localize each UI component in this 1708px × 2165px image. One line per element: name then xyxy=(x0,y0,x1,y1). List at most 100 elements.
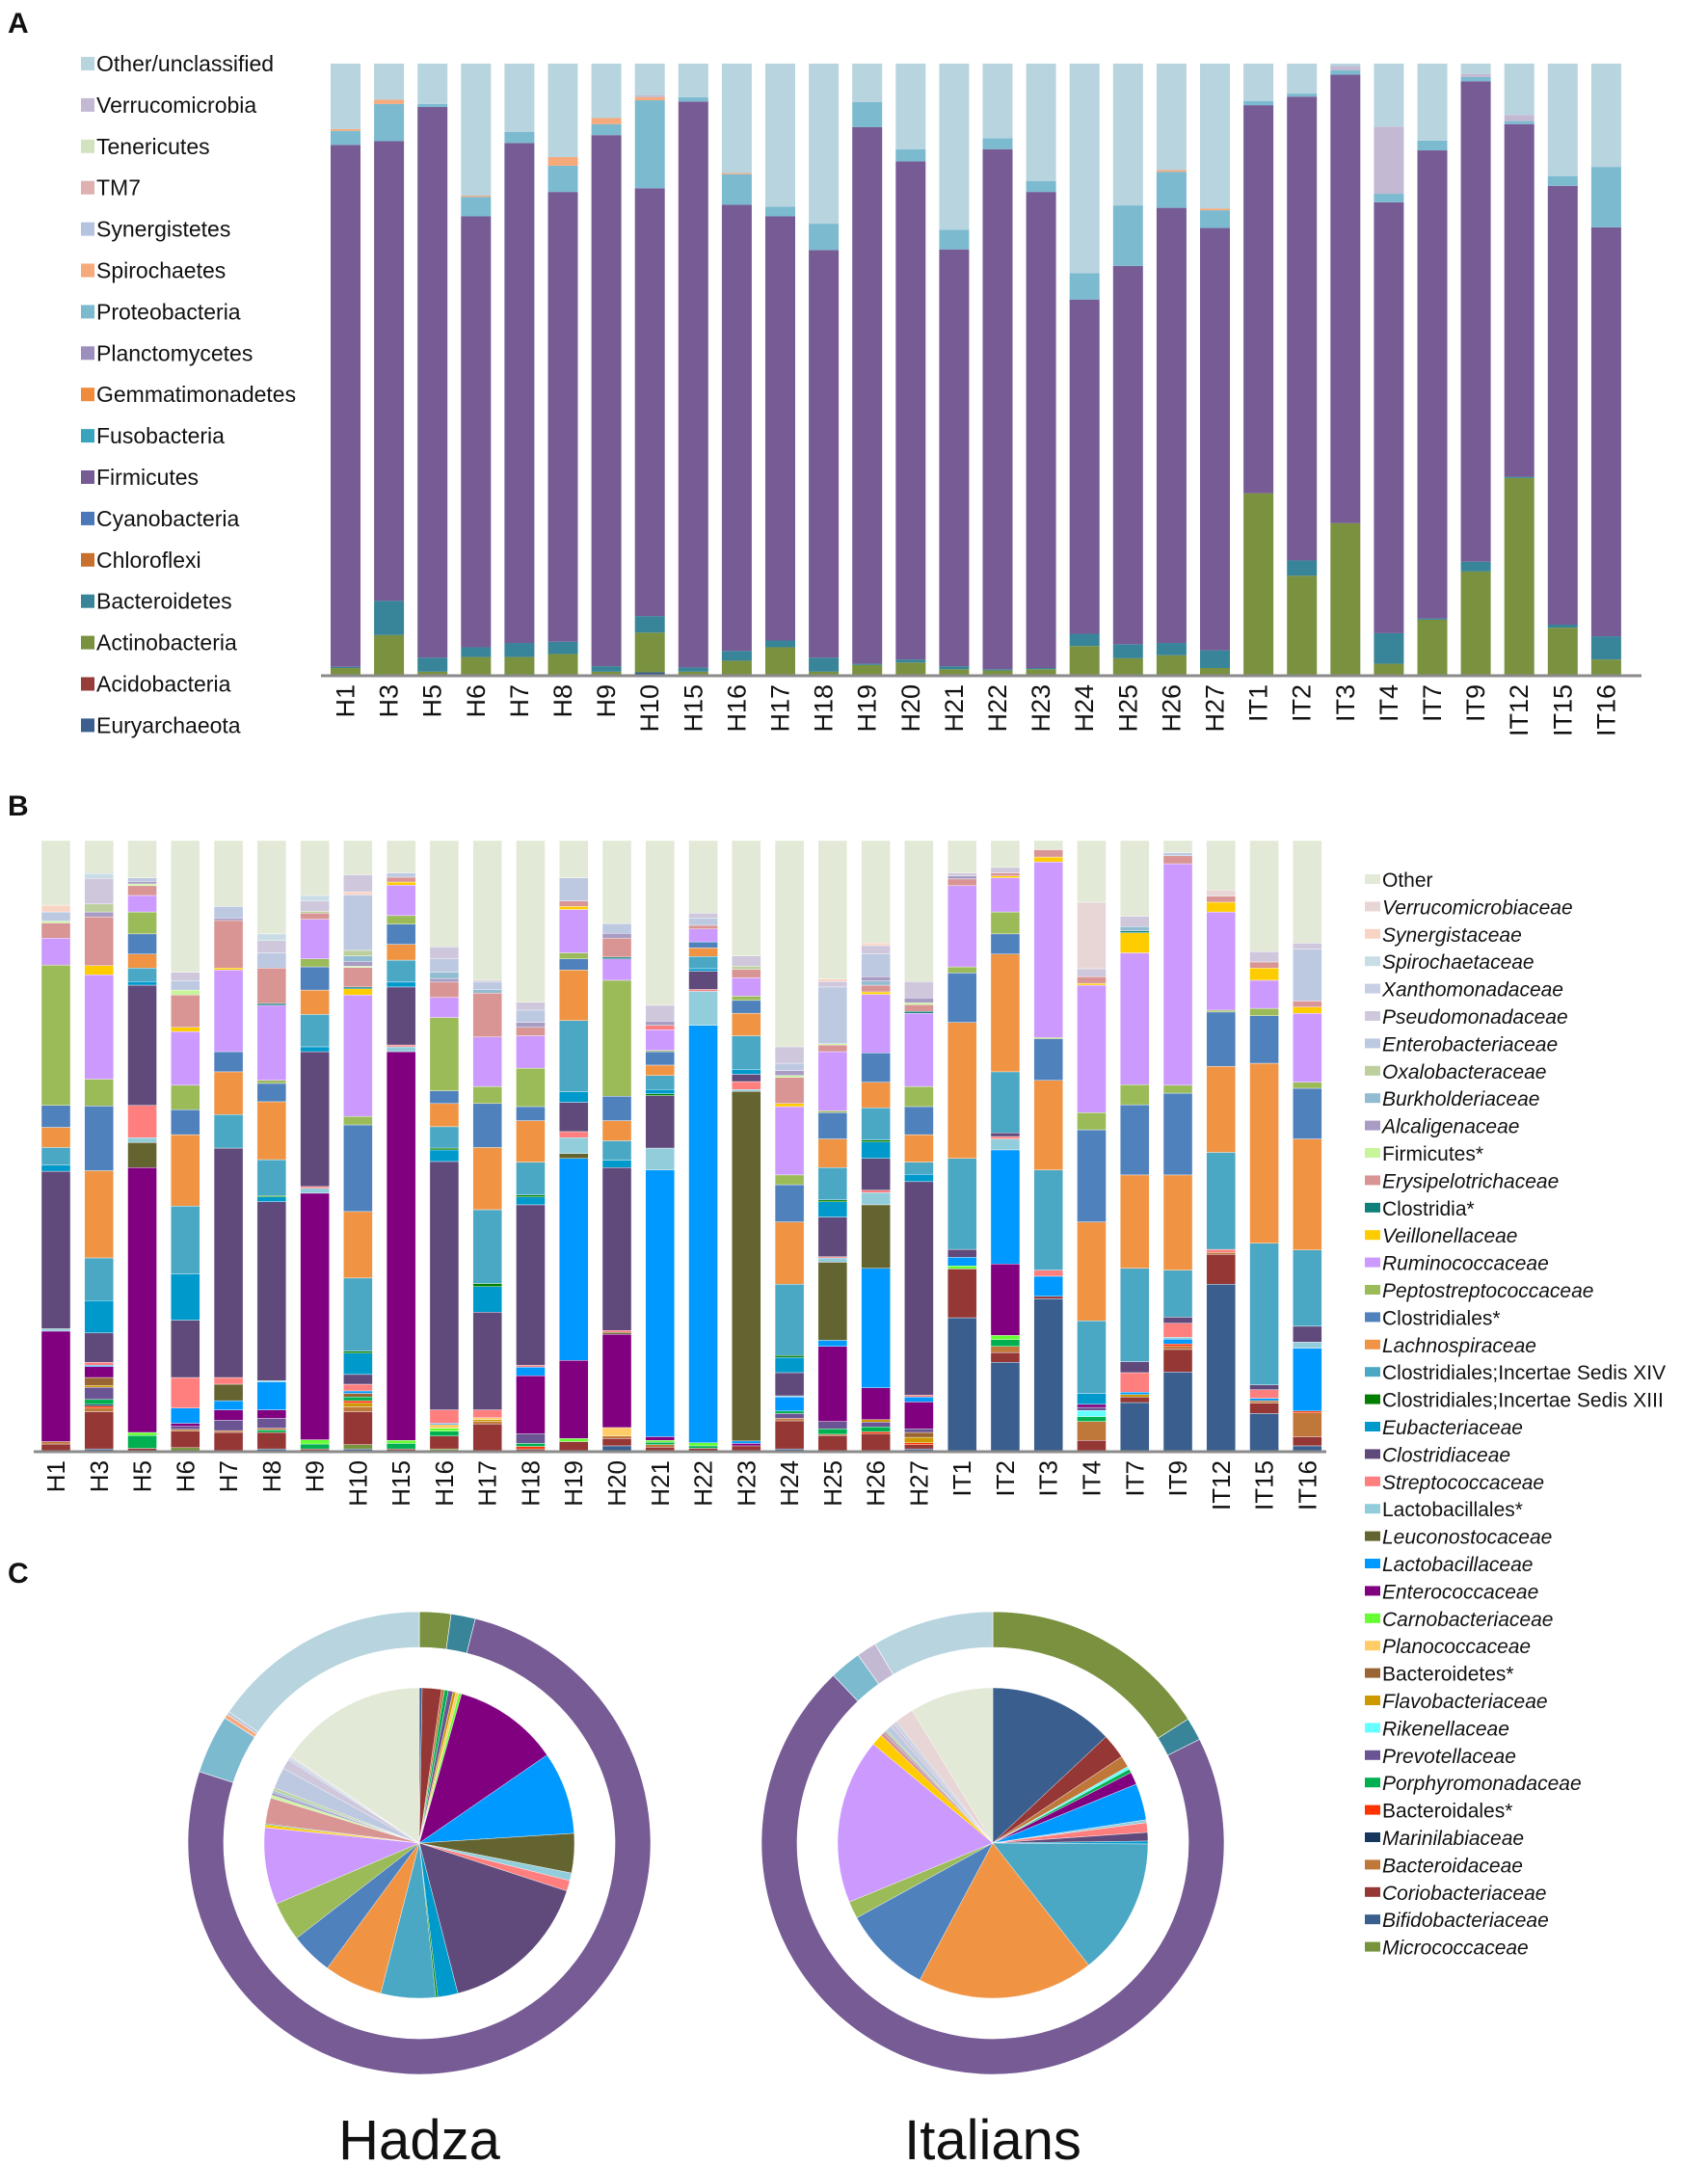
segment-lactobacillaceae xyxy=(1249,1398,1279,1402)
segment-firmicutes xyxy=(1200,227,1230,651)
segment-lachnospiraceae xyxy=(817,1138,848,1168)
segment-bacteroidetes xyxy=(1026,668,1056,670)
segment-erysipelotrichaceae xyxy=(1249,961,1279,969)
segment-proteobacteria xyxy=(1243,100,1274,106)
segment-burkholderiaceae xyxy=(1120,926,1150,931)
segment-enterococcaceae xyxy=(300,1192,330,1440)
segment-lachnospiraceae xyxy=(1077,1221,1107,1322)
legend-label: Marinilabiaceae xyxy=(1382,1828,1524,1850)
segment-enterobacteriaceae xyxy=(343,895,373,951)
segment-proteobacteria xyxy=(1374,194,1404,202)
segment-bacteroidales xyxy=(1293,1410,1322,1413)
segment-bacteroidaceae xyxy=(1077,1421,1107,1441)
segment-bacteroidetes xyxy=(634,616,665,633)
segment-lachnospiraceae xyxy=(688,948,718,957)
segment-proteobacteria xyxy=(1287,94,1318,97)
legend-swatch xyxy=(81,594,94,608)
segment-enterococcaceae xyxy=(516,1375,546,1434)
legend-swatch xyxy=(1365,1476,1380,1486)
legend-label: Lactobacillales* xyxy=(1382,1499,1523,1521)
segment-bacteroidetes xyxy=(721,651,752,661)
segment-enterobacteriaceae xyxy=(171,980,200,991)
legend-item-rikenellaceae: Rikenellaceae xyxy=(1365,1718,1509,1740)
segment-streptococcaceae xyxy=(645,1025,675,1030)
legend-item-actinobacteria: Actinobacteria xyxy=(81,630,237,655)
segment-proteobacteria xyxy=(634,100,665,189)
legend-item-fusobacteria: Fusobacteria xyxy=(81,423,225,448)
segment-clostridiales-incertae-sedis-xiv xyxy=(1033,1169,1063,1270)
segment-other-unclassified xyxy=(1374,64,1404,127)
segment-clostridiales-incertae-sedis-xiv xyxy=(386,959,416,983)
legend-swatch xyxy=(1365,1641,1380,1651)
segment-clostridiaceae xyxy=(861,1158,891,1190)
segment-streptococcaceae xyxy=(429,1409,460,1424)
segment-verrucomicrobia xyxy=(634,94,665,97)
segment-streptococcaceae xyxy=(213,1377,244,1385)
segment-veillonellaceae xyxy=(990,875,1021,878)
segment-clostridiales xyxy=(601,1096,632,1121)
bar-h1 xyxy=(40,840,71,1452)
segment-erysipelotrichaceae xyxy=(472,993,502,1038)
legend-item-lachnospiraceae: Lachnospiraceae xyxy=(1365,1335,1536,1357)
segment-other-unclassified xyxy=(1069,64,1100,274)
segment-carnobacteriaceae xyxy=(645,1440,675,1443)
segment-proteobacteria xyxy=(1460,76,1491,82)
segment-alcaligenaceae xyxy=(645,1021,675,1026)
pie-slice-other xyxy=(912,1687,994,1844)
legend-label: Bacteroidales* xyxy=(1382,1801,1512,1823)
legend-swatch xyxy=(81,263,94,278)
segment-clostridiales-incertae-sedis-xiv xyxy=(732,1035,761,1070)
legend-swatch xyxy=(1365,1531,1380,1541)
segment-alcaligenaceae xyxy=(127,881,157,885)
segment-other xyxy=(817,840,848,979)
segment-veillonellaceae xyxy=(559,906,589,910)
segment-lachnospiraceae xyxy=(1206,1066,1236,1153)
legend-item-ruminococcaceae: Ruminococcaceae xyxy=(1365,1253,1549,1275)
segment-burkholderiaceae xyxy=(472,989,502,994)
segment-firmicutes xyxy=(939,249,970,667)
segment-synergistaceae xyxy=(343,891,373,895)
x-tick-label: IT15 xyxy=(1250,1460,1279,1510)
x-tick-label: H1 xyxy=(41,1460,70,1492)
x-tick-label: H25 xyxy=(1113,684,1142,733)
segment-enterobacteriaceae xyxy=(213,906,244,919)
bar-h18 xyxy=(809,64,840,675)
segment-firmicutes xyxy=(461,216,492,648)
x-tick-label: H5 xyxy=(418,684,447,718)
legend-item-synergistaceae: Synergistaceae xyxy=(1365,924,1522,947)
legend-item-veillonellaceae: Veillonellaceae xyxy=(1365,1225,1518,1247)
segment-other xyxy=(947,840,977,873)
segment-bacteroidaceae xyxy=(84,1407,114,1412)
segment-porphyromonadaceae xyxy=(256,1430,287,1433)
segment-streptococcaceae xyxy=(990,1136,1021,1139)
segment-clostridiales xyxy=(300,966,330,991)
bar-h16 xyxy=(721,64,752,675)
segment-lachnospiraceae xyxy=(645,1064,675,1076)
legend-label: Eubacteriaceae xyxy=(1382,1417,1523,1439)
segment-flavobacteriaceae xyxy=(343,1403,373,1407)
bar-h25 xyxy=(817,840,848,1452)
legend-label: Clostridia* xyxy=(1382,1198,1475,1220)
segment-burkholderiaceae xyxy=(343,955,373,962)
segment-lachnospiraceae xyxy=(386,944,416,961)
legend-swatch xyxy=(1365,1668,1380,1678)
legend-swatch xyxy=(1365,1175,1380,1186)
segment-coriobacteriaceae xyxy=(1293,1436,1322,1447)
segment-clostridiales-incertae-sedis-xiii xyxy=(516,1194,546,1197)
x-tick-label: IT1 xyxy=(947,1460,976,1497)
segment-other-unclassified xyxy=(1200,64,1230,209)
segment-spirochaetes xyxy=(634,96,665,101)
segment-ruminococcaceae xyxy=(40,938,71,966)
segment-pseudomonadaceae xyxy=(1077,968,1107,977)
segment-alcaligenaceae xyxy=(947,875,977,880)
segment-spirochaetes xyxy=(721,173,752,174)
segment-peptostreptococcaceae xyxy=(947,966,977,974)
segment-actinobacteria xyxy=(678,671,708,675)
segment-ruminococcaceae xyxy=(429,997,460,1018)
legend-item-clostridiaceae: Clostridiaceae xyxy=(1365,1444,1510,1466)
legend-item-prevotellaceae: Prevotellaceae xyxy=(1365,1746,1516,1768)
legend-item-peptostreptococcaceae: Peptostreptococcaceae xyxy=(1365,1280,1593,1302)
x-tick-label: IT16 xyxy=(1293,1460,1321,1510)
segment-lactobacillales xyxy=(40,1328,71,1332)
segment-peptostreptococcaceae xyxy=(516,1067,546,1108)
